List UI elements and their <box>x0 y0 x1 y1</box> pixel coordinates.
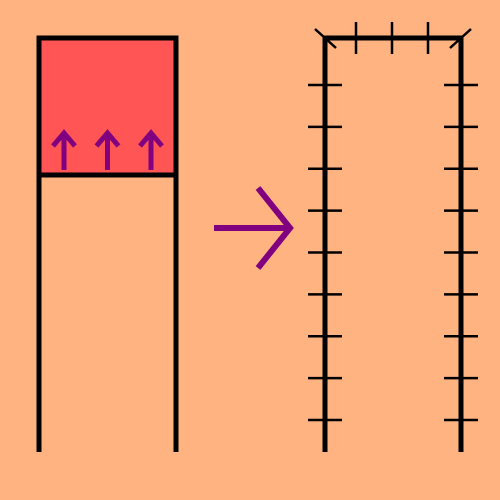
corner-tick <box>314 28 337 49</box>
left-container-outline <box>36 35 179 452</box>
right-arrow-icon <box>214 186 294 270</box>
right-panel <box>308 22 478 452</box>
up-arrows <box>51 129 164 170</box>
left-panel <box>36 35 179 452</box>
corner-tick <box>449 28 472 49</box>
tick-marks <box>308 22 478 422</box>
up-arrow-icon <box>94 129 121 170</box>
up-arrow-icon <box>138 129 164 170</box>
up-arrow-icon <box>51 129 77 170</box>
